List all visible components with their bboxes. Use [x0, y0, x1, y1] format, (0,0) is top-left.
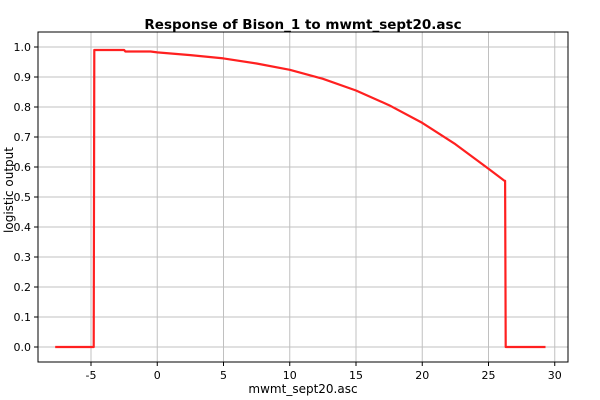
- y-tick-label: 0.8: [14, 101, 32, 114]
- x-tick-label: 20: [415, 369, 429, 382]
- y-tick-label: 0.7: [14, 131, 32, 144]
- y-tick-label: 0.2: [14, 281, 32, 294]
- x-tick-label: 25: [482, 369, 496, 382]
- y-axis-label: logistic output: [2, 147, 16, 233]
- x-tick-label: 0: [154, 369, 161, 382]
- axis-ticks: -5 0 5 10 15 20 25 30 0.0 0.1 0.2 0.3 0.4 0.5 0.6 0.7 0.…: [14, 41, 562, 382]
- series-layer: [55, 48, 546, 349]
- y-tick-label: 0.9: [14, 71, 32, 84]
- x-tick-label: 10: [283, 369, 297, 382]
- y-tick-label: 0.6: [14, 161, 32, 174]
- y-tick-label: 0.5: [14, 191, 32, 204]
- x-tick-label: 15: [349, 369, 363, 382]
- x-tick-label: 30: [548, 369, 562, 382]
- response-curve-line: [55, 48, 546, 349]
- x-tick-label: -5: [86, 369, 97, 382]
- x-axis-label: mwmt_sept20.asc: [248, 382, 357, 396]
- y-tick-label: 0.1: [14, 311, 32, 324]
- y-tick-label: 1.0: [14, 41, 32, 54]
- y-tick-label: 0.4: [14, 221, 32, 234]
- x-tick-label: 5: [220, 369, 227, 382]
- chart-title: Response of Bison_1 to mwmt_sept20.asc: [144, 17, 461, 33]
- grid: [38, 32, 568, 362]
- y-tick-label: 0.3: [14, 251, 32, 264]
- y-tick-label: 0.0: [14, 341, 32, 354]
